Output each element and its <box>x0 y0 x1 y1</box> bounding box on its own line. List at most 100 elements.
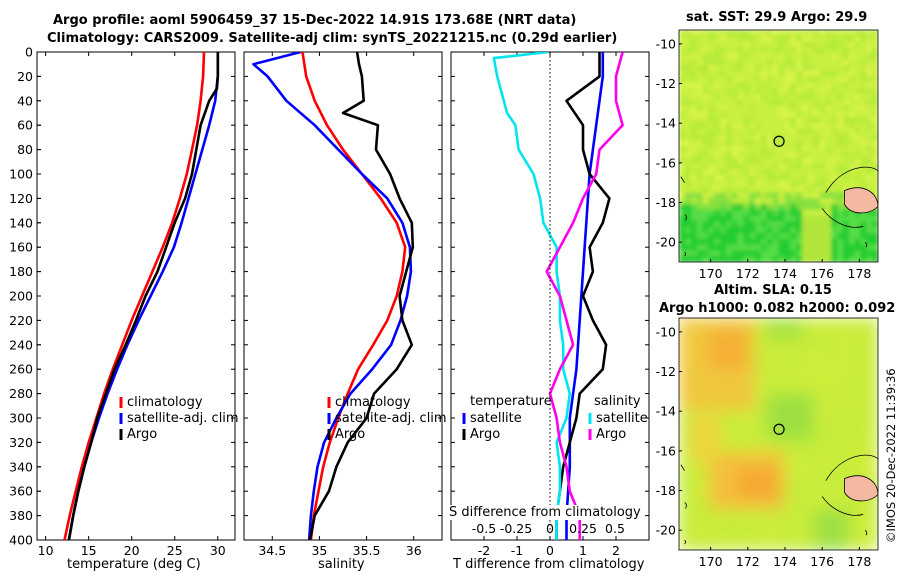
map-cell <box>807 521 815 528</box>
map-cell <box>690 209 698 217</box>
map-cell <box>778 434 785 441</box>
map-cell <box>690 526 698 534</box>
map-cell <box>760 163 768 170</box>
map-cell <box>813 53 821 60</box>
map-cell <box>684 175 692 182</box>
map-cell <box>854 146 862 153</box>
map-cell <box>825 538 832 545</box>
map-cell <box>679 486 686 493</box>
map-cell <box>731 422 739 429</box>
map-cell <box>702 215 709 222</box>
map-cell <box>784 532 791 539</box>
map-cell <box>860 428 867 435</box>
map-cell <box>796 341 803 348</box>
map-cell <box>790 364 797 371</box>
map-cell <box>708 352 715 360</box>
map-cell <box>690 35 698 43</box>
map-cell <box>842 405 850 412</box>
map-cell <box>831 47 838 54</box>
map-cell <box>708 434 715 441</box>
map-cell <box>760 64 768 72</box>
map-cell <box>813 250 821 257</box>
map-cell <box>837 93 844 101</box>
map-cell <box>720 439 727 447</box>
map-cell <box>772 59 780 66</box>
map-cell <box>679 445 686 452</box>
map-cell <box>825 474 832 481</box>
map-cell <box>837 47 844 54</box>
map-cell <box>725 35 733 43</box>
map-cell <box>813 538 821 545</box>
map-cell <box>696 233 704 240</box>
map-cell <box>749 323 756 331</box>
map-cell <box>725 93 733 101</box>
map-cell <box>837 140 844 147</box>
map-cell <box>790 41 797 48</box>
map-cell <box>743 35 750 43</box>
map-cell <box>731 439 739 447</box>
map-cell <box>679 146 686 153</box>
map-cell <box>796 445 803 452</box>
map-cell <box>860 410 867 418</box>
map-cell <box>778 151 785 159</box>
map-cell <box>743 341 750 348</box>
map-cell <box>837 122 844 130</box>
legend-label: satellite-adj. clim <box>127 411 239 426</box>
map-y-tick-label: -10 <box>656 36 676 51</box>
map-cell <box>743 256 750 262</box>
map-cell <box>866 497 873 505</box>
map-cell <box>778 88 785 95</box>
map-cell <box>778 157 785 164</box>
map-cell <box>755 64 762 72</box>
map-cell <box>702 376 709 383</box>
map-cell <box>766 329 774 336</box>
map-cell <box>679 256 686 262</box>
map-cell <box>684 434 692 441</box>
map-cell <box>749 486 756 493</box>
map-cell <box>813 422 821 429</box>
map-cell <box>737 410 744 418</box>
map-cell <box>760 405 768 412</box>
map-cell <box>837 445 844 452</box>
map-cell <box>690 347 698 354</box>
map-cell <box>837 497 844 505</box>
map-cell <box>690 422 698 429</box>
map-cell <box>679 35 686 43</box>
map-cell <box>837 387 844 394</box>
map-cell <box>714 99 721 106</box>
map-cell <box>679 163 686 170</box>
map-cell <box>778 244 785 251</box>
panel-frame <box>36 51 236 541</box>
map-cell <box>860 70 867 77</box>
map-cell <box>708 157 715 164</box>
map-cell <box>813 35 821 43</box>
map-cell <box>690 88 698 95</box>
map-cell <box>778 381 785 389</box>
map-cell <box>842 82 850 89</box>
map-cell <box>866 169 873 176</box>
map-cell <box>737 544 744 550</box>
map-cell <box>760 526 768 534</box>
map-cell <box>696 64 704 72</box>
map-cell <box>778 335 785 342</box>
map-cell <box>708 117 715 124</box>
map-cell <box>737 88 744 95</box>
map-cell <box>749 538 756 545</box>
map-cell <box>755 445 762 452</box>
map-cell <box>696 53 704 60</box>
map-cell <box>837 439 844 447</box>
map-cell <box>866 221 873 228</box>
map-cell <box>866 434 873 441</box>
map-cell <box>854 82 862 89</box>
map-cell <box>743 468 750 476</box>
map-cell <box>801 492 809 499</box>
map-cell <box>813 146 821 153</box>
map-cell <box>837 175 844 182</box>
map-cell <box>819 532 826 539</box>
map-cell <box>813 134 821 141</box>
map-cell <box>778 376 785 383</box>
map-cell <box>866 393 873 400</box>
map-cell <box>813 163 821 170</box>
map-cell <box>778 457 785 464</box>
map-cell <box>702 221 709 228</box>
